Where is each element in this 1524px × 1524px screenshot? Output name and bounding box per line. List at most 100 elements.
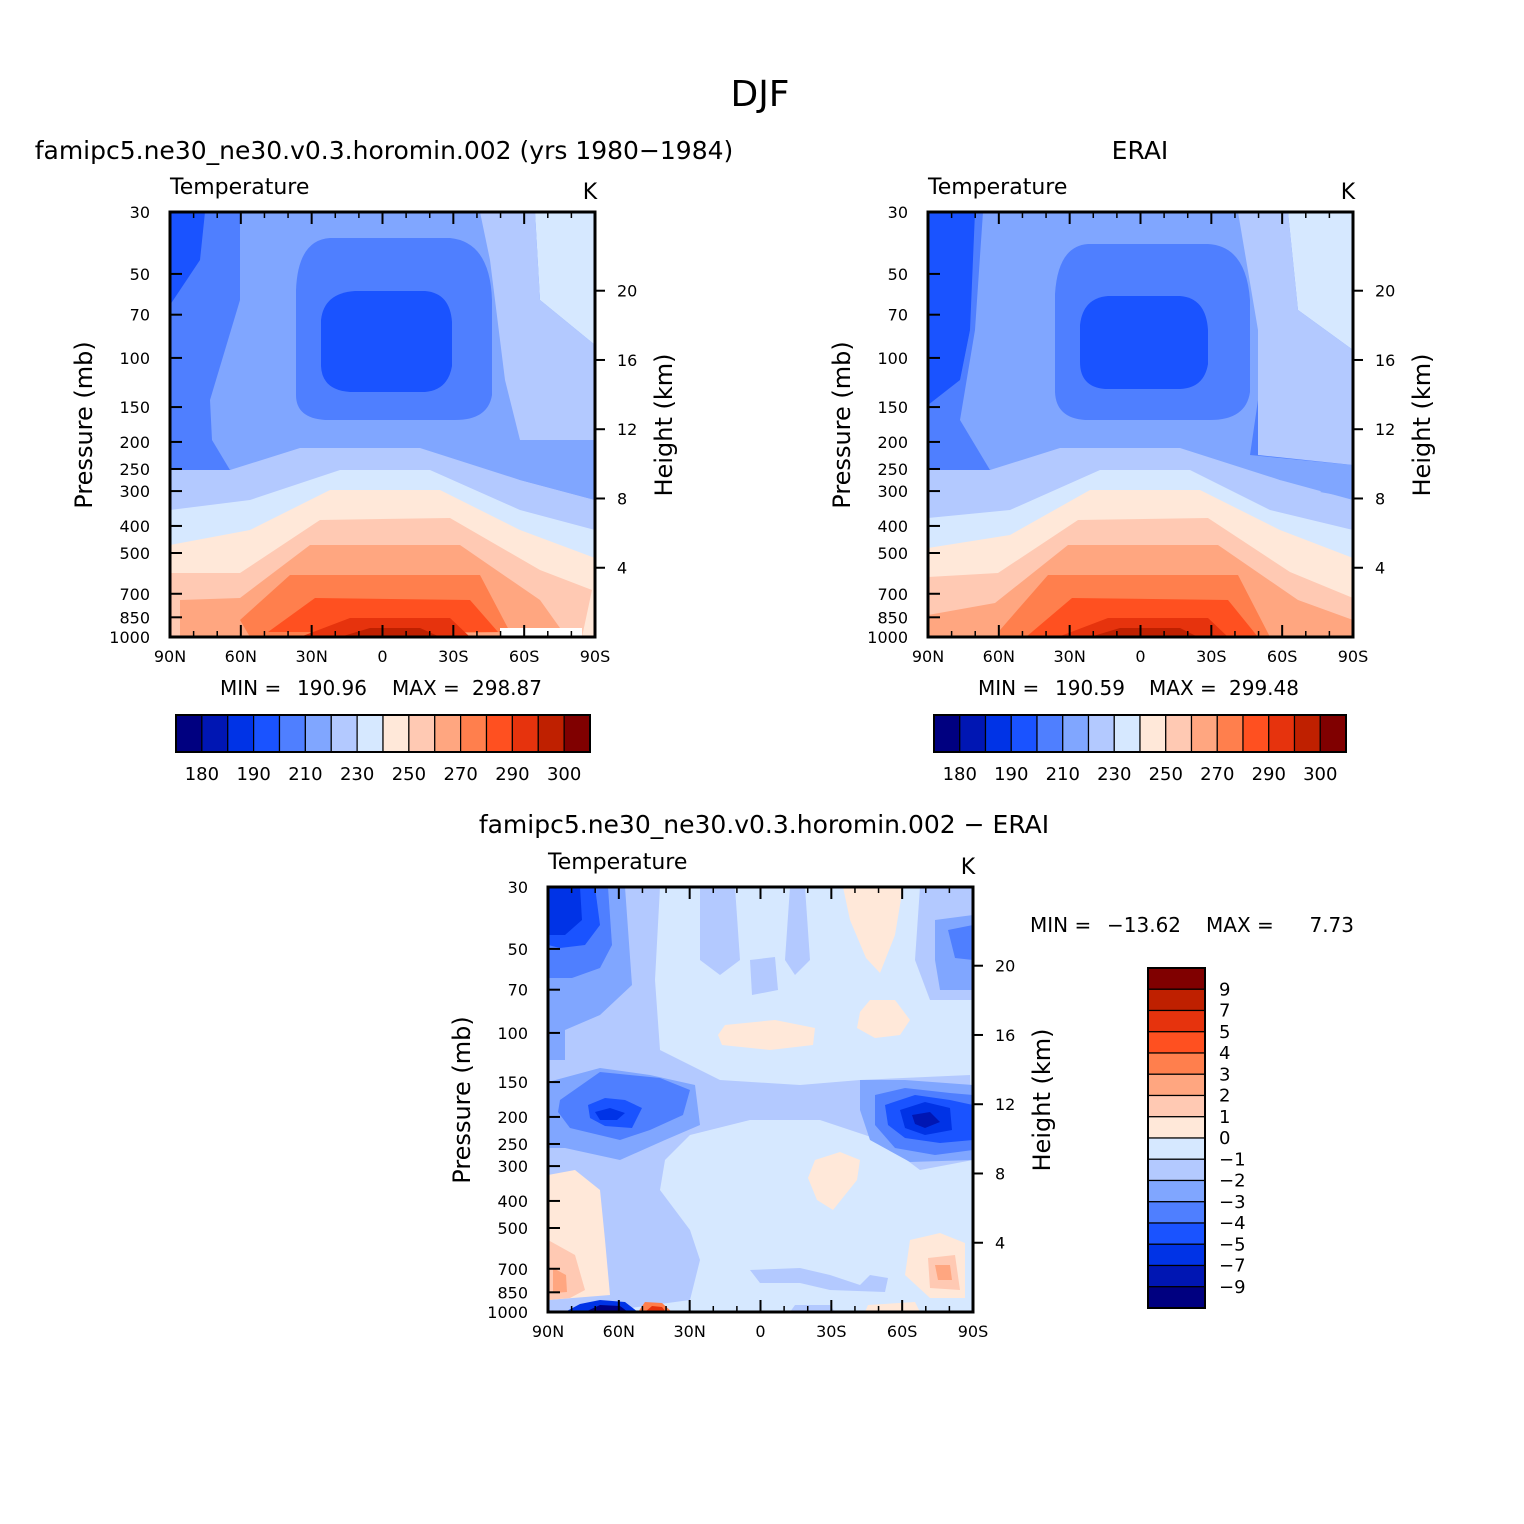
panel-model-y-right-label: Height (km) (650, 354, 678, 497)
colorbar-swatch (304, 714, 332, 753)
x-tick-label: 90S (1338, 647, 1369, 666)
colorbar-swatch (1147, 1286, 1206, 1309)
colorbar-label: 230 (340, 764, 374, 785)
colorbar-label: −4 (1219, 1213, 1246, 1234)
panel-model-variable-label: Temperature (169, 175, 309, 200)
colorbar-label: 3 (1219, 1064, 1230, 1085)
colorbar-swatch (1165, 714, 1193, 753)
panel-model-units-label: K (583, 180, 598, 205)
y-left-tick-label: 300 (497, 1157, 528, 1176)
y-left-tick-label: 70 (130, 306, 150, 325)
y-left-tick-label: 30 (130, 203, 150, 222)
panel-erai-contours (928, 212, 1353, 637)
panel-erai-min-label: MIN = (978, 676, 1039, 700)
y-left-tick-label: 30 (508, 878, 528, 897)
panel-model-title: famipc5.ne30_ne30.v0.3.horomin.002 (yrs … (35, 136, 734, 165)
page-title: DJF (730, 74, 789, 115)
colorbar-label: −7 (1219, 1256, 1246, 1277)
panel-model-y-left-label: Pressure (mb) (70, 341, 98, 508)
colorbar-swatch (1147, 1094, 1206, 1118)
y-right-tick-label: 16 (995, 1026, 1015, 1045)
y-left-tick-label: 100 (497, 1024, 528, 1043)
colorbar-label: 7 (1219, 1001, 1230, 1022)
y-left-tick-label: 500 (877, 544, 908, 563)
x-tick-label: 30S (1196, 647, 1227, 666)
colorbar-label: 250 (392, 764, 426, 785)
panel-model-axis-ticks: 90N 60N 30N 0 30S 60S 90S 30 50 70 100 150 200 250 300… (109, 203, 637, 666)
colorbar-label: 180 (185, 764, 219, 785)
panel-erai-axis-ticks: 90N 60N 30N 0 30S 60S 90S 30 50 70 100 150 200 250 300… (867, 203, 1395, 666)
colorbar-label: 0 (1219, 1128, 1230, 1149)
colorbar-swatch (959, 714, 987, 753)
y-left-tick-label: 50 (130, 265, 150, 284)
y-left-tick-label: 200 (877, 433, 908, 452)
panel-erai-variable-label: Temperature (927, 175, 1067, 200)
colorbar-swatch (933, 714, 961, 753)
y-right-tick-label: 12 (1375, 420, 1395, 439)
y-right-tick-label: 20 (1375, 282, 1395, 301)
colorbar-label: 180 (943, 764, 977, 785)
panel-diff-max-label: MAX = (1206, 913, 1274, 937)
y-left-tick-label: 250 (497, 1135, 528, 1154)
panel-erai-y-right-label: Height (km) (1408, 354, 1436, 497)
y-left-tick-label: 50 (888, 265, 908, 284)
panel-diff-units-label: K (961, 855, 976, 880)
x-tick-label: 60S (509, 647, 540, 666)
colorbar-swatch (460, 714, 488, 753)
colorbar-label: 1 (1219, 1107, 1230, 1128)
y-left-tick-label: 400 (119, 517, 150, 536)
y-left-tick-label: 150 (877, 398, 908, 417)
colorbar-frame (1147, 967, 1206, 1309)
colorbar-swatch (1062, 714, 1090, 753)
panel-model-max-value: 298.87 (472, 676, 542, 700)
colorbar-label: −5 (1219, 1234, 1246, 1255)
colorbar-label: 190 (994, 764, 1028, 785)
panel-model-contours (170, 212, 595, 637)
x-tick-label: 90S (580, 647, 611, 666)
colorbar-label: 290 (495, 764, 529, 785)
colorbar-label: −1 (1219, 1149, 1246, 1170)
panel-diff-min-label: MIN = (1030, 913, 1091, 937)
y-left-tick-label: 700 (119, 585, 150, 604)
colorbar-swatch (1147, 1031, 1206, 1054)
panel-diff-title: famipc5.ne30_ne30.v0.3.horomin.002 − ERA… (479, 810, 1049, 839)
y-right-tick-label: 8 (617, 489, 627, 508)
x-tick-label: 60S (1267, 647, 1298, 666)
colorbar-label: −9 (1219, 1277, 1246, 1298)
colorbar-label: −2 (1219, 1171, 1246, 1192)
colorbar-swatch (485, 714, 513, 753)
colorbar-swatch (1147, 988, 1206, 1012)
y-right-tick-label: 12 (617, 420, 637, 439)
y-right-tick-label: 20 (995, 957, 1015, 976)
colorbar-label: 210 (1046, 764, 1080, 785)
x-tick-label: 60S (887, 1322, 918, 1341)
colorbar-swatch (1147, 1179, 1206, 1203)
colorbar-swatch (1268, 714, 1296, 753)
panel-diff-axis-ticks: 90N 60N 30N 0 30S 60S 90S 30 50 70 100 150 200 250 300… (487, 878, 1015, 1341)
y-left-tick-label: 30 (888, 203, 908, 222)
colorbar-swatch (434, 714, 462, 753)
panel-diff-max-value: 7.73 (1309, 913, 1354, 937)
y-right-tick-label: 12 (995, 1095, 1015, 1114)
y-right-tick-label: 4 (995, 1234, 1005, 1253)
y-left-tick-label: 400 (877, 517, 908, 536)
colorbar-swatch (1139, 714, 1167, 753)
colorbar-swatch (227, 714, 255, 753)
colorbar-label: 270 (443, 764, 477, 785)
colorbar-label: 5 (1219, 1022, 1230, 1043)
colorbar-swatch (175, 714, 203, 753)
y-right-tick-label: 4 (1375, 559, 1385, 578)
colorbar-swatch (1147, 1073, 1206, 1097)
y-left-tick-label: 300 (119, 482, 150, 501)
panel-model-stats: MIN = 190.96 MAX = 298.87 (220, 676, 542, 700)
y-left-tick-label: 700 (877, 585, 908, 604)
y-left-tick-label: 50 (508, 940, 528, 959)
colorbar-swatch (1147, 1264, 1206, 1288)
panel-erai-max-value: 299.48 (1229, 676, 1299, 700)
colorbar-swatch (253, 714, 281, 753)
panel-erai-y-left-label: Pressure (mb) (828, 341, 856, 508)
colorbar-swatch (1147, 1222, 1206, 1245)
colorbar-swatch (382, 714, 410, 753)
panel-model: famipc5.ne30_ne30.v0.3.horomin.002 (yrs … (35, 136, 734, 785)
